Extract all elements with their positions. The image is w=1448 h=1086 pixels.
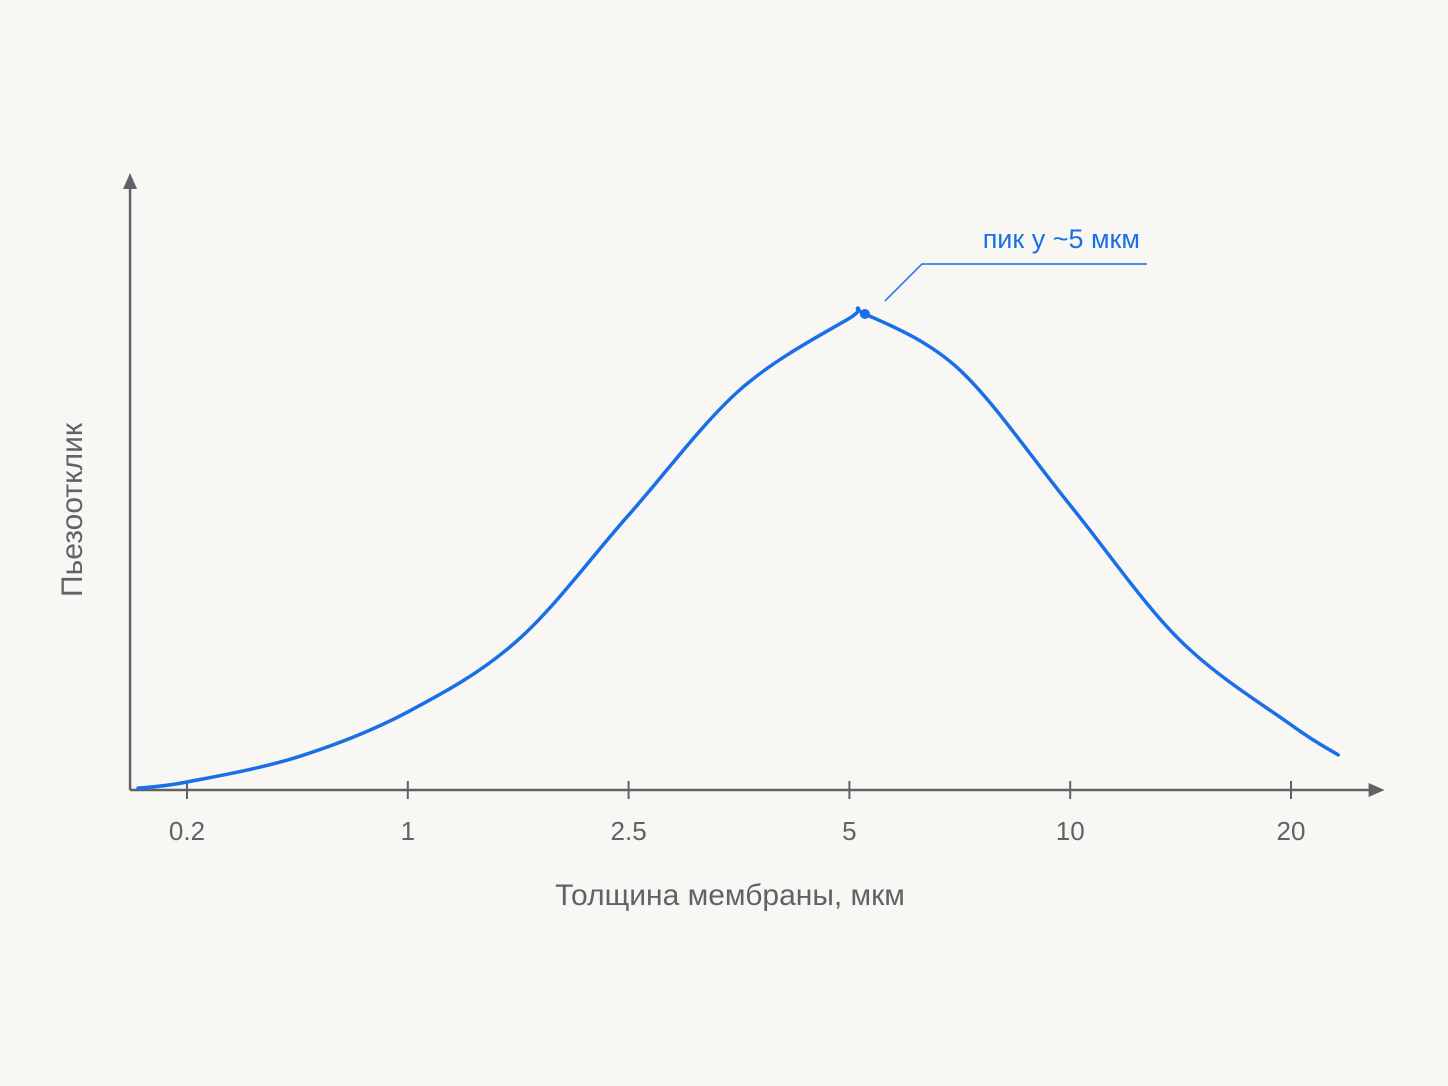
x-tick-label: 2.5 bbox=[611, 816, 647, 846]
x-tick-label: 10 bbox=[1056, 816, 1085, 846]
y-axis-label: Пьезоотклик bbox=[56, 422, 89, 597]
x-axis-arrow bbox=[1368, 783, 1385, 797]
x-tick-label: 5 bbox=[842, 816, 856, 846]
x-axis-label: Толщина мембраны, мкм bbox=[555, 879, 905, 912]
annotation-leader bbox=[884, 263, 1147, 302]
line-series bbox=[136, 306, 1341, 790]
y-axis-arrow bbox=[123, 173, 138, 189]
x-tick-label: 0.2 bbox=[169, 816, 205, 846]
x-tick-label: 1 bbox=[401, 816, 415, 846]
x-tick-label: 20 bbox=[1277, 816, 1306, 846]
peak-marker bbox=[859, 308, 870, 319]
annotation-text: пик у ~5 мкм bbox=[983, 224, 1140, 254]
